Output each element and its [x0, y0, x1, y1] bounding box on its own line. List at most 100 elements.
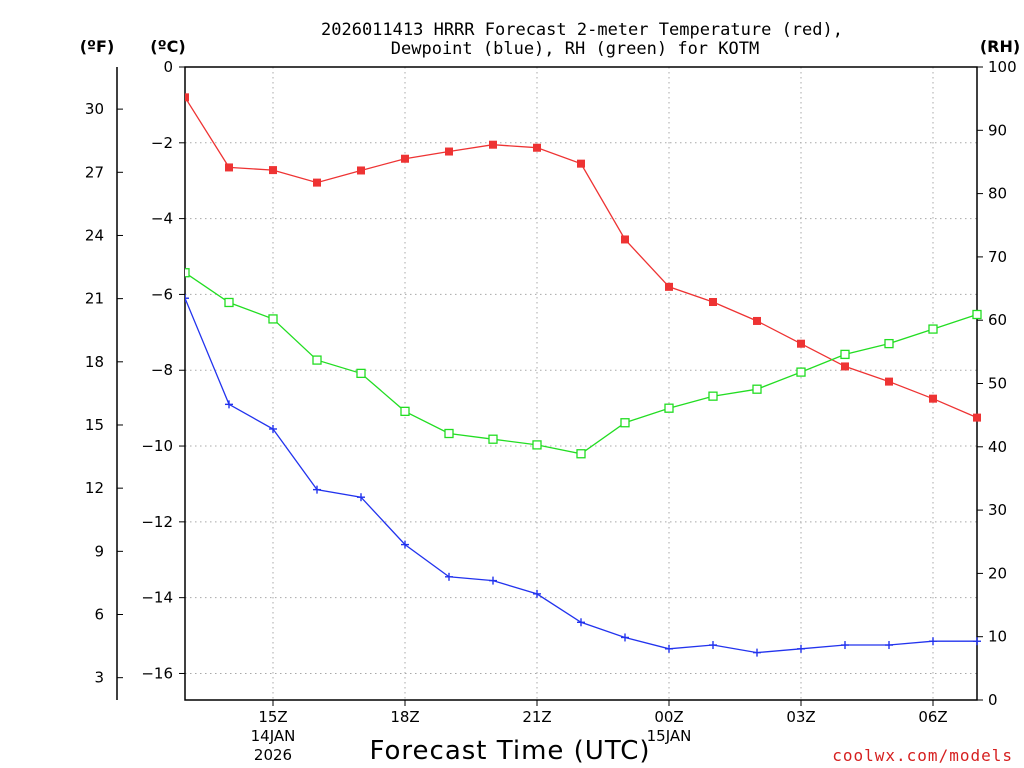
dewpoint-point: [621, 633, 629, 642]
fahrenheit-tick-label: 9: [94, 542, 104, 560]
rh-point: [488, 434, 498, 444]
rh-point: [356, 368, 366, 379]
rh-tick-label: 70: [988, 248, 1007, 266]
date-label: 15JAN: [647, 727, 692, 745]
celsius-tick-label: −16: [141, 664, 173, 682]
temperature-point: [841, 362, 849, 371]
grid-lines: [185, 67, 977, 700]
dewpoint-point: [401, 540, 409, 549]
fahrenheit-tick-label: 15: [85, 416, 104, 434]
rh-tick-label: 20: [988, 564, 1007, 582]
rh-point: [532, 440, 542, 450]
x-tick-label: 21Z: [522, 708, 551, 726]
rh-tick-label: 90: [988, 121, 1007, 139]
celsius-tick-label: −14: [141, 589, 173, 607]
data-series: [185, 93, 982, 657]
x-tick-label: 03Z: [786, 708, 815, 726]
temperature-point: [973, 413, 981, 422]
x-tick-label: 18Z: [390, 708, 419, 726]
rh-tick-label: 0: [988, 691, 998, 709]
temperature-point: [357, 166, 365, 175]
fahrenheit-tick-label: 12: [85, 479, 104, 497]
dewpoint-point: [313, 485, 321, 494]
temperature-point: [797, 339, 805, 348]
temperature-point: [533, 143, 541, 152]
rh-point: [840, 349, 850, 360]
rh-point: [576, 449, 586, 459]
rh-tick-label: 80: [988, 185, 1007, 203]
rh-point: [708, 391, 718, 401]
dewpoint-point: [973, 637, 981, 646]
celsius-tick-label: −12: [141, 513, 173, 531]
temperature-point: [885, 377, 893, 386]
rh-point: [752, 384, 762, 394]
axes: [116, 66, 983, 706]
temperature-point: [621, 235, 629, 244]
rh-point: [664, 403, 674, 413]
temperature-point: [929, 394, 937, 403]
dewpoint-point: [533, 589, 541, 598]
dewpoint-point: [709, 641, 717, 650]
fahrenheit-unit-label: (ºF): [80, 37, 115, 56]
celsius-tick-label: −2: [151, 134, 173, 152]
fahrenheit-tick-label: 3: [94, 669, 104, 687]
rh-point: [928, 324, 938, 334]
dewpoint-point: [841, 641, 849, 650]
x-tick-label: 06Z: [918, 708, 947, 726]
rh-point: [972, 309, 982, 320]
rh-tick-label: 10: [988, 628, 1007, 646]
rh-tick-label: 30: [988, 501, 1007, 519]
fahrenheit-tick-label: 27: [85, 163, 104, 181]
plot-frame: [184, 66, 978, 701]
temperature-point: [313, 178, 321, 187]
fahrenheit-tick-label: 30: [85, 100, 104, 118]
temperature-point: [665, 282, 673, 291]
dewpoint-point: [665, 644, 673, 653]
rh-line: [185, 272, 978, 455]
dewpoint-point: [753, 648, 761, 657]
rh-tick-label: 40: [988, 438, 1007, 456]
celsius-tick-label: −6: [151, 285, 173, 303]
fahrenheit-tick-label: 18: [85, 353, 104, 371]
rh-point: [312, 355, 322, 365]
year-label: 2026: [254, 746, 292, 764]
temperature-point: [445, 147, 453, 156]
dewpoint-point: [797, 644, 805, 653]
temperature-point: [269, 166, 277, 175]
dewpoint-point: [445, 572, 453, 581]
temperature-point: [225, 163, 233, 172]
celsius-tick-label: −4: [151, 210, 173, 228]
rh-tick-label: 50: [988, 375, 1007, 393]
chart-title-line1: 2026011413 HRRR Forecast 2-meter Tempera…: [321, 20, 843, 40]
fahrenheit-tick-label: 24: [85, 226, 104, 244]
chart-title-line2: Dewpoint (blue), RH (green) for KOTM: [391, 39, 759, 59]
rh-point: [268, 314, 278, 324]
fahrenheit-tick-label: 6: [94, 606, 104, 624]
rh-point: [620, 418, 630, 428]
date-label: 14JAN: [251, 727, 296, 745]
temperature-point: [753, 316, 761, 325]
dewpoint-point: [489, 576, 497, 585]
dewpoint-point: [225, 400, 233, 409]
x-tick-label: 15Z: [258, 708, 287, 726]
temperature-line: [185, 96, 978, 419]
celsius-unit-label: (ºC): [150, 37, 185, 56]
series-group: [185, 93, 982, 657]
temperature-point: [185, 93, 189, 102]
dewpoint-point: [357, 493, 365, 502]
rh-point: [884, 338, 894, 349]
x-axis-title: Forecast Time (UTC): [369, 736, 650, 766]
rh-point: [224, 297, 234, 308]
rh-point: [796, 367, 806, 377]
rh-point: [400, 406, 410, 417]
temperature-point: [489, 140, 497, 149]
x-tick-label: 00Z: [654, 708, 683, 726]
temperature-point: [577, 159, 585, 168]
celsius-tick-label: 0: [163, 58, 173, 76]
celsius-tick-label: −8: [151, 361, 173, 379]
source-credit: coolwx.com/models: [832, 746, 1013, 765]
temperature-point: [709, 298, 717, 307]
rh-unit-label: (RH): [980, 37, 1020, 56]
